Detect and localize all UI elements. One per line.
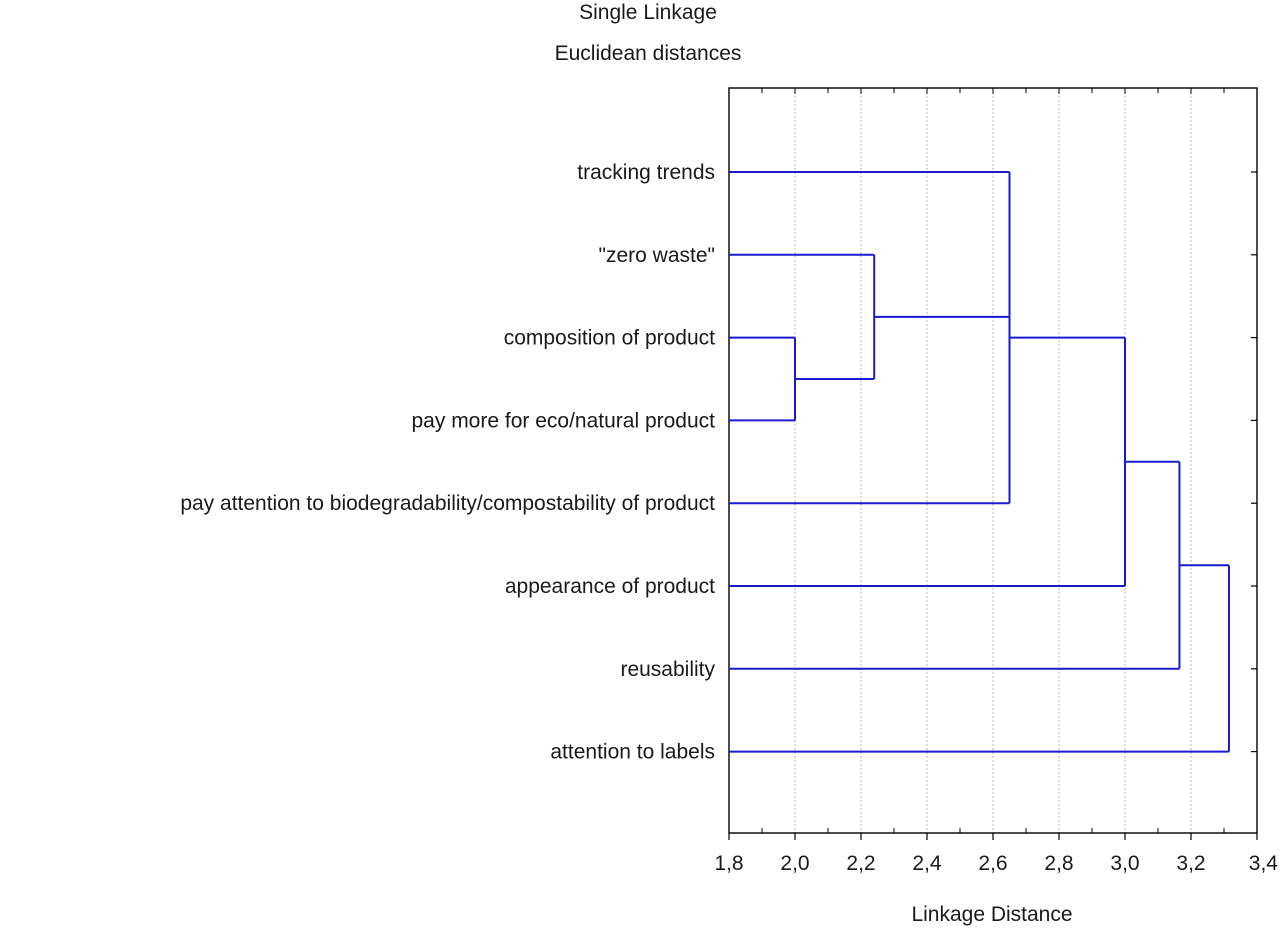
x-tick-label: 2,6 (978, 852, 1007, 875)
leaf-label: "zero waste" (599, 244, 715, 267)
x-tick-label: 2,0 (780, 852, 809, 875)
x-tick-label: 2,4 (912, 852, 942, 875)
leaf-labels: tracking trends "zero waste" composition o… (180, 161, 715, 764)
leaf-label: tracking trends (577, 161, 715, 184)
x-tick-label: 3,0 (1110, 852, 1139, 875)
grid-lines (794, 88, 1192, 833)
x-tick-label: 2,8 (1044, 852, 1073, 875)
x-tick-label: 1,8 (714, 852, 743, 875)
leaf-label: appearance of product (505, 575, 715, 598)
leaf-label: composition of product (504, 327, 715, 350)
leaf-label: pay attention to biodegradability/compos… (180, 492, 715, 515)
x-tick-label: 2,2 (846, 852, 875, 875)
axes (728, 87, 1258, 840)
leaf-label: reusability (620, 658, 715, 681)
x-axis-label: Linkage Distance (911, 903, 1072, 926)
x-tick-labels: 1,8 2,0 2,2 2,4 2,6 2,8 3,0 3,2 3,4 (714, 852, 1278, 875)
chart-title: Single Linkage (579, 1, 717, 24)
leaf-label: attention to labels (550, 741, 715, 764)
leaf-label: pay more for eco/natural product (412, 409, 716, 432)
x-tick-label: 3,2 (1176, 852, 1205, 875)
chart-subtitle: Euclidean distances (555, 42, 742, 65)
dendrogram-links (729, 171, 1230, 753)
x-tick-label: 3,4 (1249, 852, 1279, 875)
